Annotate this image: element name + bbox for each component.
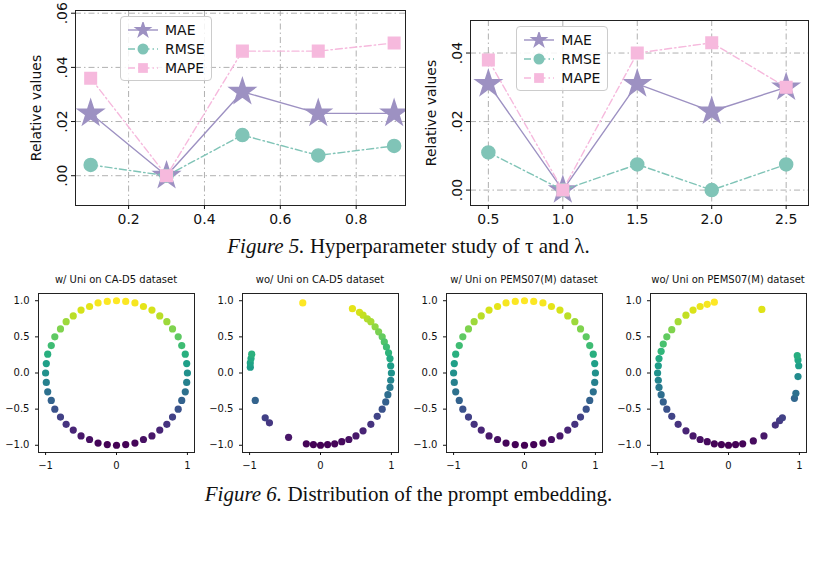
svg-text:0.8: 0.8 [345,211,367,227]
svg-text:0.5: 0.5 [477,211,499,227]
html-text:MAPE: MAPE [165,59,204,76]
svg-text:0.4: 0.4 [193,211,215,227]
svg-text:2.0: 2.0 [701,211,723,227]
html-text:MAPE: MAPE [561,69,601,86]
svg-text:−0.5: −0.5 [413,403,437,414]
svg-text:.02: .02 [449,110,465,132]
svg-text:1.0: 1.0 [626,295,642,306]
html-text:MAE: MAE [165,21,196,38]
svg-text:1.0: 1.0 [552,211,574,227]
svg-text:1: 1 [592,460,598,471]
svg-text:0.0: 0.0 [626,367,642,378]
svg-text:−1.0: −1.0 [617,439,641,450]
svg-text:−1: −1 [242,460,257,471]
svg-text:0.5: 0.5 [218,331,234,342]
svg-text:0.5: 0.5 [626,331,642,342]
html-text:Figure 5. Hyperparameter study: Figure 5. Hyperparameter study of τ and … [227,234,590,258]
svg-text:−1: −1 [650,460,665,471]
svg-text:1.0: 1.0 [422,295,438,306]
svg-text:0: 0 [725,460,731,471]
svg-text:0: 0 [317,460,323,471]
html-text:w/ Uni on CA-D5 dataset: w/ Uni on CA-D5 dataset [54,274,178,285]
svg-text:0: 0 [521,460,527,471]
html-text:wo/ Uni on PEMS07(M) dataset: wo/ Uni on PEMS07(M) dataset [651,274,805,285]
svg-text:1: 1 [796,460,802,471]
svg-text:1.0: 1.0 [14,295,30,306]
svg-text:2.5: 2.5 [775,211,797,227]
svg-text:0.2: 0.2 [117,211,139,227]
html-text:RMSE: RMSE [165,40,205,57]
svg-text:−0.5: −0.5 [5,403,29,414]
svg-text:1: 1 [184,460,190,471]
svg-text:0.5: 0.5 [14,331,30,342]
svg-text:Relative values: Relative values [28,55,44,161]
svg-text:−1: −1 [446,460,461,471]
svg-text:1: 1 [388,460,394,471]
svg-text:−0.5: −0.5 [209,403,233,414]
svg-text:−1: −1 [38,460,53,471]
svg-text:Relative values: Relative values [423,60,439,166]
svg-text:0.0: 0.0 [14,367,30,378]
svg-text:−1.0: −1.0 [413,439,437,450]
svg-text:0.6: 0.6 [269,211,291,227]
svg-text:.04: .04 [54,56,70,78]
html-text:RMSE: RMSE [561,50,601,67]
svg-text:.00: .00 [54,165,70,187]
svg-text:0: 0 [113,460,119,471]
svg-text:.06: .06 [54,2,70,24]
svg-text:1.0: 1.0 [218,295,234,306]
svg-text:0.0: 0.0 [218,367,234,378]
svg-text:0.5: 0.5 [422,331,438,342]
svg-text:−0.5: −0.5 [617,403,641,414]
svg-text:.02: .02 [54,110,70,132]
svg-text:0.0: 0.0 [422,367,438,378]
html-text:w/ Uni on PEMS07(M) dataset: w/ Uni on PEMS07(M) dataset [450,274,598,285]
html-text:Figure 6. Distribution of the: Figure 6. Distribution of the prompt emb… [204,482,613,506]
svg-text:1.5: 1.5 [626,211,648,227]
svg-text:.00: .00 [449,179,465,201]
svg-text:−1.0: −1.0 [5,439,29,450]
svg-text:−1.0: −1.0 [209,439,233,450]
html-text:wo/ Uni on CA-D5 dataset: wo/ Uni on CA-D5 dataset [255,274,385,285]
svg-text:.04: .04 [449,42,465,64]
html-text:MAE: MAE [561,31,592,48]
